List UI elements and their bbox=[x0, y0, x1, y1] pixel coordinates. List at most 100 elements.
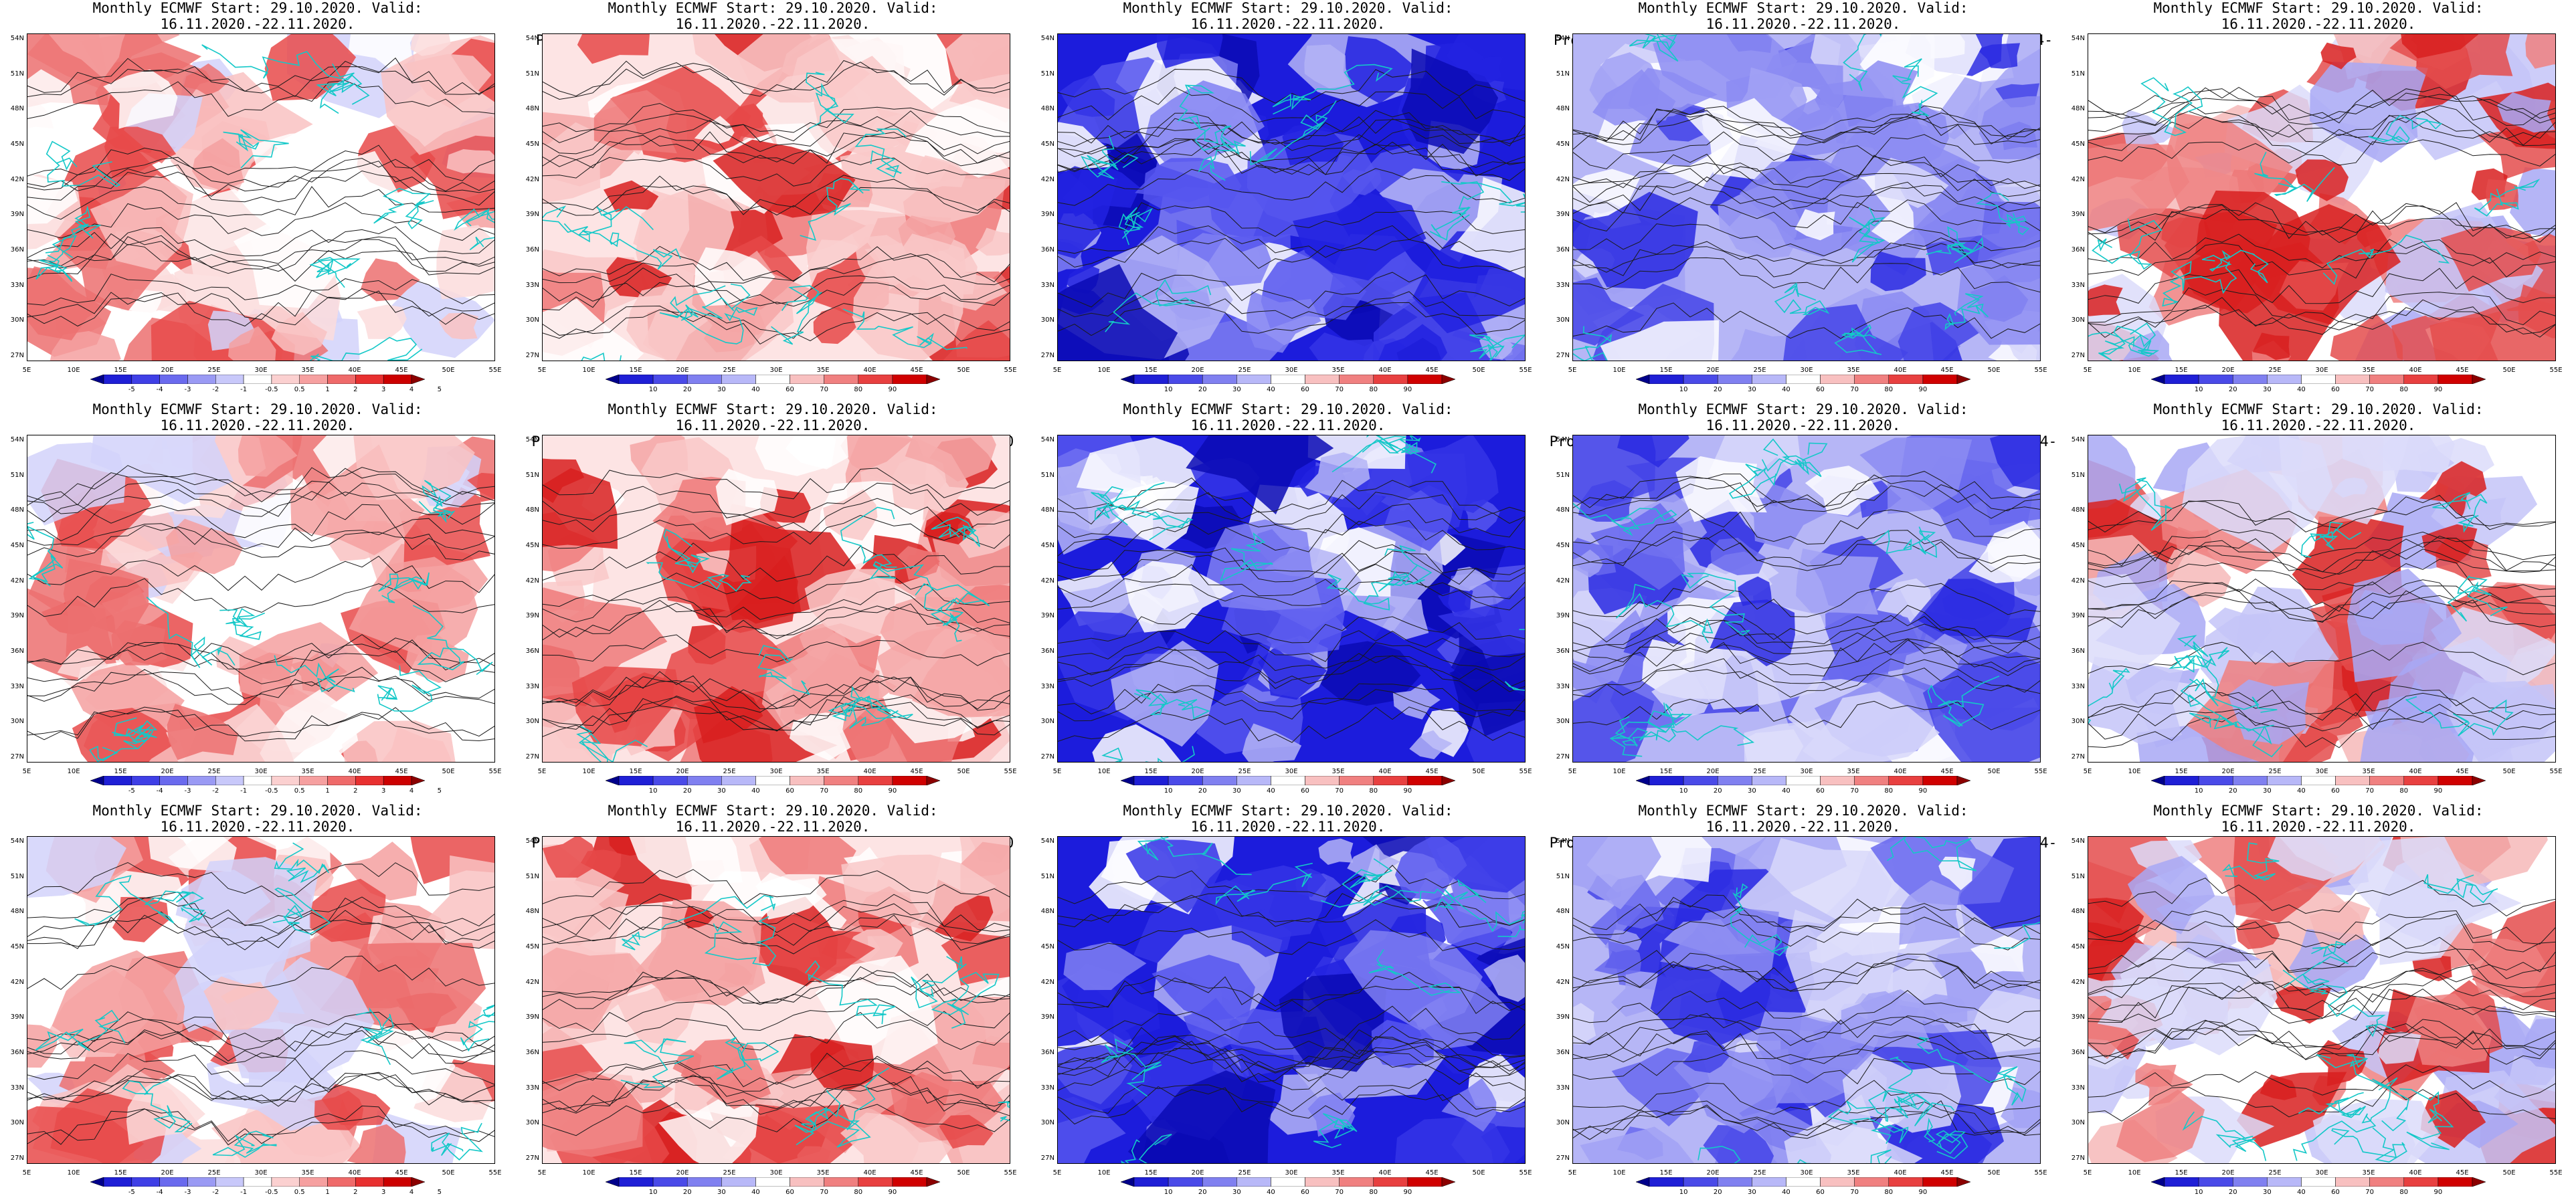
latitude-label: 54N bbox=[2071, 837, 2085, 845]
longitude-label: 20E bbox=[1706, 1169, 1720, 1177]
color-bar-swatch bbox=[618, 375, 654, 384]
color-bar-swatch bbox=[131, 1177, 160, 1187]
longitude-label: 15E bbox=[1144, 367, 1158, 374]
latitude-label: 36N bbox=[1556, 647, 1570, 655]
contour-line bbox=[27, 710, 494, 742]
coastline bbox=[219, 608, 266, 640]
field-blob bbox=[923, 511, 974, 544]
coastline bbox=[272, 887, 331, 934]
latitude-label: 51N bbox=[1556, 471, 1570, 479]
color-bar-swatch bbox=[1168, 776, 1203, 785]
field-blob bbox=[48, 34, 126, 79]
color-bar-label: 0.5 bbox=[294, 787, 305, 795]
longitude-label: 25E bbox=[1753, 1169, 1766, 1177]
coastline bbox=[309, 336, 423, 361]
longitude-label: 50E bbox=[957, 367, 970, 374]
longitude-label: 10E bbox=[1613, 367, 1626, 374]
contour-line bbox=[543, 696, 1010, 731]
longitude-label: 5E bbox=[1568, 1169, 1577, 1177]
longitude-label: 50E bbox=[2502, 367, 2516, 374]
panel-title-line1: Monthly ECMWF Start: 29.10.2020. Valid: … bbox=[1638, 803, 1968, 835]
longitude-label: 20E bbox=[1706, 768, 1720, 775]
color-bar-arrow-low bbox=[1121, 1177, 1135, 1187]
latitude-label: 45N bbox=[10, 943, 24, 950]
latitude-label: 45N bbox=[1556, 140, 1570, 148]
longitude-label: 5E bbox=[1568, 367, 1577, 374]
color-bar-label: -2 bbox=[212, 1189, 219, 1196]
field-blob bbox=[1916, 994, 1968, 1026]
longitude-label: 25E bbox=[1753, 367, 1766, 374]
latitude-label: 30N bbox=[1040, 316, 1054, 324]
longitude-label: 25E bbox=[1753, 768, 1766, 775]
contour-line bbox=[543, 282, 1010, 311]
latitude-label: 42N bbox=[10, 175, 24, 183]
color-bar-swatch bbox=[686, 1177, 722, 1187]
coastline bbox=[201, 44, 370, 105]
panel-title-line1: Monthly ECMWF Start: 29.10.2020. Valid: … bbox=[2153, 0, 2484, 32]
longitude-label: 50E bbox=[957, 1169, 970, 1177]
field-blob bbox=[343, 841, 419, 901]
coastline bbox=[418, 480, 456, 523]
longitude-label: 5E bbox=[1052, 367, 1062, 374]
color-bar-label: 90 bbox=[2433, 787, 2443, 795]
coastline bbox=[646, 562, 752, 592]
contour-line bbox=[543, 110, 1010, 143]
panel-title-line1: Monthly ECMWF Start: 29.10.2020. Valid: … bbox=[608, 803, 938, 835]
longitude-label: 15E bbox=[2175, 1169, 2188, 1177]
latitude-label: 39N bbox=[10, 211, 24, 219]
color-bar-label: 90 bbox=[2433, 1189, 2443, 1196]
color-bar-label: 60 bbox=[1816, 787, 1825, 795]
longitude-label: 15E bbox=[1659, 768, 1673, 775]
contour-line bbox=[27, 288, 494, 320]
longitude-label: 5E bbox=[2083, 768, 2092, 775]
color-bar-swatch bbox=[1820, 1177, 1855, 1187]
contour-line bbox=[1573, 1104, 2040, 1140]
field-blob bbox=[1859, 991, 1902, 1027]
latitude-label: 42N bbox=[1556, 978, 1570, 986]
color-bar-label: 40 bbox=[1267, 1189, 1275, 1196]
coastline bbox=[2300, 522, 2362, 559]
coastline bbox=[2221, 842, 2280, 881]
coastline bbox=[2162, 260, 2237, 307]
contour-line bbox=[2088, 268, 2555, 304]
contour-line bbox=[1573, 1013, 2040, 1047]
map-canvas bbox=[27, 837, 494, 1163]
contour-line bbox=[2088, 102, 2555, 140]
longitude-label: 40E bbox=[1378, 367, 1392, 374]
latitude-label: 36N bbox=[1040, 647, 1054, 655]
field-blob bbox=[2233, 837, 2336, 923]
coastline bbox=[1681, 573, 1750, 636]
contour-line bbox=[2088, 202, 2555, 239]
color-bar-swatch bbox=[271, 375, 300, 384]
color-bar-swatch bbox=[1133, 375, 1169, 384]
longitude-label: 50E bbox=[1472, 1169, 1485, 1177]
contour-line bbox=[27, 1030, 494, 1064]
coastline bbox=[1834, 324, 1882, 355]
field-blob bbox=[912, 631, 1010, 716]
field-blob bbox=[1186, 435, 1334, 515]
color-bar-swatch bbox=[1339, 375, 1374, 384]
field-blob bbox=[1063, 942, 1147, 991]
coastline bbox=[223, 129, 289, 169]
longitude-label: 45E bbox=[1425, 367, 1439, 374]
latitude-label: 42N bbox=[525, 175, 539, 183]
contour-line bbox=[1573, 1052, 2040, 1086]
color-bar-swatch bbox=[858, 1177, 893, 1187]
latitude-label: 45N bbox=[2071, 943, 2085, 950]
coastline bbox=[1460, 182, 1525, 213]
color-bar-swatch bbox=[2437, 776, 2473, 785]
color-bar-swatch bbox=[2198, 375, 2233, 384]
longitude-label: 55E bbox=[1004, 367, 1017, 374]
latitude-label: 27N bbox=[10, 352, 24, 359]
color-bar-label: 90 bbox=[1403, 386, 1412, 393]
color-bar-swatch bbox=[2403, 375, 2439, 384]
color-bar-arrow-low bbox=[2151, 375, 2165, 384]
coastline bbox=[1331, 435, 1421, 473]
color-bar-swatch bbox=[824, 1177, 859, 1187]
coastline bbox=[620, 1038, 695, 1088]
contour-line bbox=[27, 274, 494, 306]
color-bar-label: 60 bbox=[786, 386, 794, 393]
latitude-label: 42N bbox=[10, 577, 24, 585]
contour-line bbox=[543, 245, 1010, 283]
contour-line bbox=[2088, 500, 2555, 532]
